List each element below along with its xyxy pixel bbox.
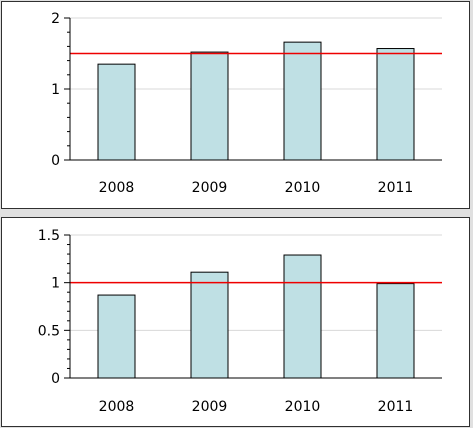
bar-2009: [190, 51, 229, 161]
y-tick-label: 1.5: [38, 228, 60, 244]
bar-2009: [190, 271, 229, 379]
bar-2010: [283, 254, 322, 379]
bar-2011: [376, 283, 415, 379]
x-tick-label: 2008: [99, 399, 135, 415]
y-tick-label: 0: [51, 153, 60, 169]
y-tick-label: 1: [51, 276, 60, 292]
y-tick-label: 0: [51, 371, 60, 387]
x-tick-label: 2009: [192, 180, 228, 196]
x-tick-label: 2010: [285, 399, 321, 415]
x-tick-label: 2008: [99, 180, 135, 196]
bar-2008: [97, 63, 136, 161]
x-tick-label: 2011: [378, 180, 414, 196]
bar-2011: [376, 48, 415, 161]
y-tick-label: 1: [51, 82, 60, 98]
chart-panel-top: 0 1 2 2008 2009 2010 2011: [1, 1, 470, 209]
bar-2010: [283, 41, 322, 161]
x-tick-label: 2010: [285, 180, 321, 196]
bar-2008: [97, 294, 136, 379]
bar-chart-top: 0 1 2 2008 2009 2010 2011: [51, 11, 442, 196]
y-tick-label: 0.5: [38, 323, 60, 339]
x-tick-label: 2009: [192, 399, 228, 415]
y-tick-label: 2: [51, 11, 60, 27]
chart-panel-bottom: 0 0.5 1 1.5 2008 2009 2010 2011: [1, 217, 470, 427]
x-tick-label: 2011: [378, 399, 414, 415]
bar-chart-bottom: 0 0.5 1 1.5 2008 2009 2010 2011: [38, 228, 442, 415]
